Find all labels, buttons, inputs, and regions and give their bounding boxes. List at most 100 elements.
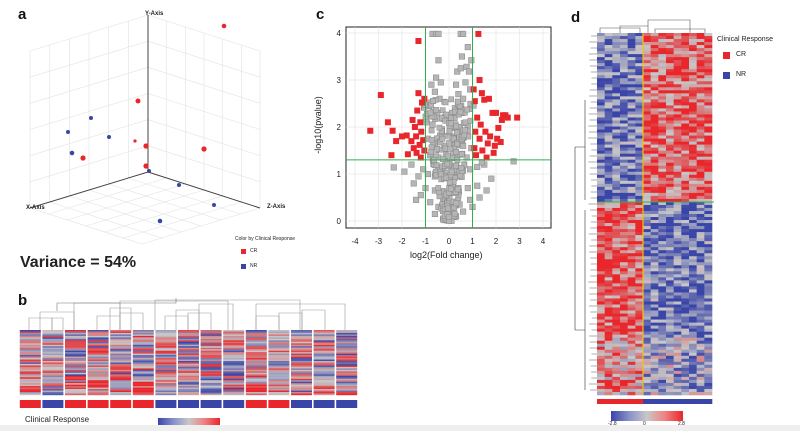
heatmap-d-cell (635, 382, 644, 387)
heatmap-b-cell (155, 366, 177, 369)
heatmap-d-cell (597, 370, 605, 375)
heatmap-d-cell (696, 162, 705, 167)
heatmap-d-cell (597, 51, 605, 55)
heatmap-d-cell (681, 108, 690, 112)
heatmap-b-cell (245, 330, 267, 332)
heatmap-b-cell (110, 361, 132, 363)
dendrogram-b-branch (301, 309, 326, 330)
heatmap-d-cell (650, 165, 659, 170)
heatmap-d-cell (643, 33, 651, 37)
heatmap-d-cell (689, 355, 697, 360)
heatmap-d-cell (650, 84, 659, 88)
heatmap-d-cell (650, 135, 659, 139)
heatmap-d-cell (597, 81, 605, 85)
sample-class-nr (658, 399, 667, 404)
heatmap-d-cell (673, 349, 682, 354)
heatmap-b-cell (178, 353, 199, 356)
heatmap-d-cell (643, 346, 651, 351)
heatmap-d-cell (658, 238, 667, 242)
heatmap-d-cell (673, 259, 682, 263)
heatmap-b-cell (291, 372, 312, 375)
dendrogram-b-branch (187, 312, 212, 330)
heatmap-b-cell (245, 375, 267, 378)
volcano-point-ns (427, 199, 434, 206)
heatmap-d-cell (627, 385, 636, 390)
heatmap-b-cell (65, 349, 86, 351)
heatmap-d-cell (612, 265, 621, 269)
sample-class-cr (620, 399, 628, 404)
heatmap-d-cell (635, 328, 644, 332)
heatmap-d-cell (620, 123, 628, 127)
heatmap-d-cell (627, 84, 636, 88)
heatmap-d-cell (627, 54, 636, 58)
heatmap-d-cell (666, 238, 674, 242)
volcano-point-significant (393, 138, 400, 145)
heatmap-b-cell (65, 375, 86, 378)
heatmap-b-cell (313, 356, 335, 359)
heatmap-d-cell (658, 111, 667, 115)
heatmap-d-cell (673, 102, 682, 106)
heatmap-d-cell (612, 180, 621, 185)
heatmap-d-cell (612, 247, 621, 251)
heatmap-b-cell (223, 331, 245, 334)
heatmap-d-cell (650, 207, 659, 212)
heatmap-d-cell (666, 147, 674, 151)
heatmap-b-cell (313, 386, 335, 388)
heatmap-d-cell (635, 78, 644, 82)
heatmap-d-cell (597, 180, 605, 185)
heatmap-b-cell (245, 386, 267, 388)
heatmap-d-cell (658, 295, 667, 299)
heatmap-d-cell (696, 241, 705, 245)
heatmap-d-cell (635, 217, 644, 221)
heatmap-d-cell (666, 280, 674, 284)
heatmap-d-cell (643, 259, 651, 263)
heatmap-b-cell (178, 330, 199, 332)
heatmap-d-cell (689, 376, 697, 381)
heatmap-d-cell (627, 361, 636, 366)
heatmap-d-cell (689, 220, 697, 224)
heatmap-b-cell (336, 372, 358, 375)
heatmap-d-cell (627, 373, 636, 378)
heatmap-b-cell (200, 344, 222, 347)
heatmap-d-cell (673, 280, 682, 284)
heatmap-b-cell (42, 366, 64, 369)
heatmap-d-cell (681, 93, 690, 97)
heatmap-d-cell (627, 81, 636, 85)
heatmap-b-cell (223, 384, 245, 387)
heatmap-d-cell (666, 337, 674, 341)
heatmap-d-cell (681, 358, 690, 363)
heatmap-d-cell (696, 204, 705, 209)
heatmap-d-cell (620, 39, 628, 43)
heatmap-d-cell (666, 54, 674, 58)
heatmap-d-cell (704, 292, 713, 296)
heatmap-d-cell (604, 111, 613, 115)
heatmap-b-cell (155, 378, 177, 381)
heatmap-b-cell (245, 369, 267, 372)
heatmap-b-cell (87, 349, 109, 351)
heatmap-b-cell (155, 347, 177, 350)
heatmap-d-cell (643, 388, 651, 393)
heatmap-d-cell (673, 198, 682, 203)
heatmap-d-cell (612, 223, 621, 227)
heatmap-b-cell (178, 362, 199, 365)
heatmap-d-cell (666, 120, 674, 124)
heatmap-d-cell (658, 81, 667, 85)
heatmap-d-cell (666, 331, 674, 335)
heatmap-d-cell (689, 147, 697, 151)
heatmap-d-cell (643, 153, 651, 157)
heatmap-d-cell (666, 129, 674, 133)
heatmap-d-cell (612, 262, 621, 266)
heatmap-d-cell (627, 87, 636, 91)
heatmap-b-cell (155, 369, 177, 372)
heatmap-b-cell (19, 349, 41, 351)
heatmap-d-cell (635, 159, 644, 164)
heatmap-d-cell (704, 268, 713, 272)
heatmap-d-cell (696, 253, 705, 257)
heatmap-d-cell (635, 210, 644, 215)
heatmap-b-cell (155, 361, 177, 363)
heatmap-d-cell (666, 301, 674, 305)
heatmap-d-cell (635, 295, 644, 299)
heatmap-b-cell (132, 361, 154, 363)
heatmap-d-cell (673, 45, 682, 49)
heatmap-d-cell (612, 340, 621, 345)
